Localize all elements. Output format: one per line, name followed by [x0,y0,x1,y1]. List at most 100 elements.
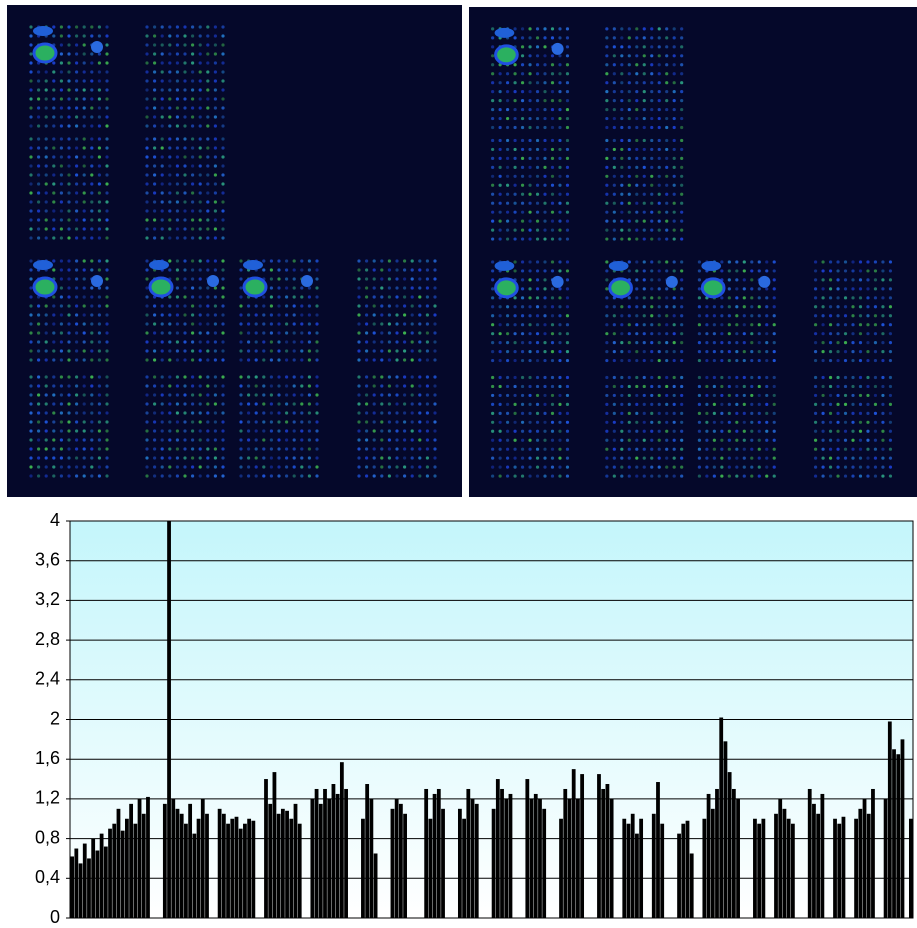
spot [433,313,437,317]
spot [29,304,33,308]
spot [565,314,570,318]
spot [29,79,33,83]
spot [277,286,281,290]
spot [300,331,304,335]
spot [387,322,391,326]
spot [498,210,502,214]
spot [206,259,210,263]
spot [206,218,210,222]
spot [206,286,210,290]
spot [59,88,64,92]
spot [672,183,676,187]
spot [145,411,149,415]
spot [198,25,202,29]
spot [59,218,64,222]
spot [221,384,225,388]
spot [90,438,94,442]
spot [29,286,33,290]
spot [153,34,157,38]
spot [357,411,361,415]
spot [153,236,157,240]
spot [550,156,555,160]
spot [357,358,361,362]
spot [153,61,157,65]
spot [828,393,833,398]
bar [264,779,268,918]
spot [105,25,109,29]
spot [153,349,157,353]
spot [635,125,639,130]
spot [772,296,776,300]
spot [90,420,94,424]
spot [262,322,266,326]
y-tick-label: 0,8 [35,827,60,847]
spot [75,375,79,379]
spot [505,125,510,130]
spot [387,384,391,388]
spot [813,323,818,327]
spot [550,296,555,300]
spot [372,402,376,406]
spot [213,25,217,29]
spot [198,146,202,150]
spot [627,63,631,67]
spot [387,393,391,397]
spot [82,236,86,240]
spot [37,456,41,460]
bar [495,779,500,918]
spot [75,164,79,168]
spot [828,269,833,273]
spot [605,341,609,345]
spot [858,411,863,415]
spot [380,375,384,379]
spot [315,402,319,406]
spot [543,165,547,169]
spot [697,393,702,398]
spot [183,259,187,263]
spot [612,90,616,94]
spot [425,465,429,469]
spot [665,27,669,31]
spot [160,61,164,65]
spot [650,165,654,169]
spot [410,402,414,406]
spot [765,296,769,300]
spot [813,269,818,273]
spot [213,173,217,177]
spot [433,286,437,290]
spot [387,402,391,406]
spot [425,393,429,397]
y-tick-label: 3,2 [35,589,60,609]
spot [145,340,149,344]
spot [565,45,570,49]
spot [82,25,86,29]
spot [105,429,109,433]
spot [491,447,495,451]
spot [535,183,540,187]
spot [866,296,870,300]
spot [858,438,863,442]
spot [742,438,746,442]
spot [145,358,149,362]
spot [191,295,195,299]
spot [642,81,646,85]
spot [813,349,818,354]
spot [372,277,376,281]
spot [380,331,384,335]
spot [765,287,769,291]
spot [558,63,562,67]
spot [221,438,225,442]
spot [357,456,361,460]
spot [866,375,870,380]
spot [513,465,517,469]
spot [543,420,547,424]
spot [888,447,893,451]
spot [866,278,870,282]
spot [67,349,71,353]
spot [160,384,164,388]
spot [433,277,437,281]
spot [550,116,555,121]
spot [543,323,547,327]
spot [410,286,414,290]
spot [513,147,517,152]
